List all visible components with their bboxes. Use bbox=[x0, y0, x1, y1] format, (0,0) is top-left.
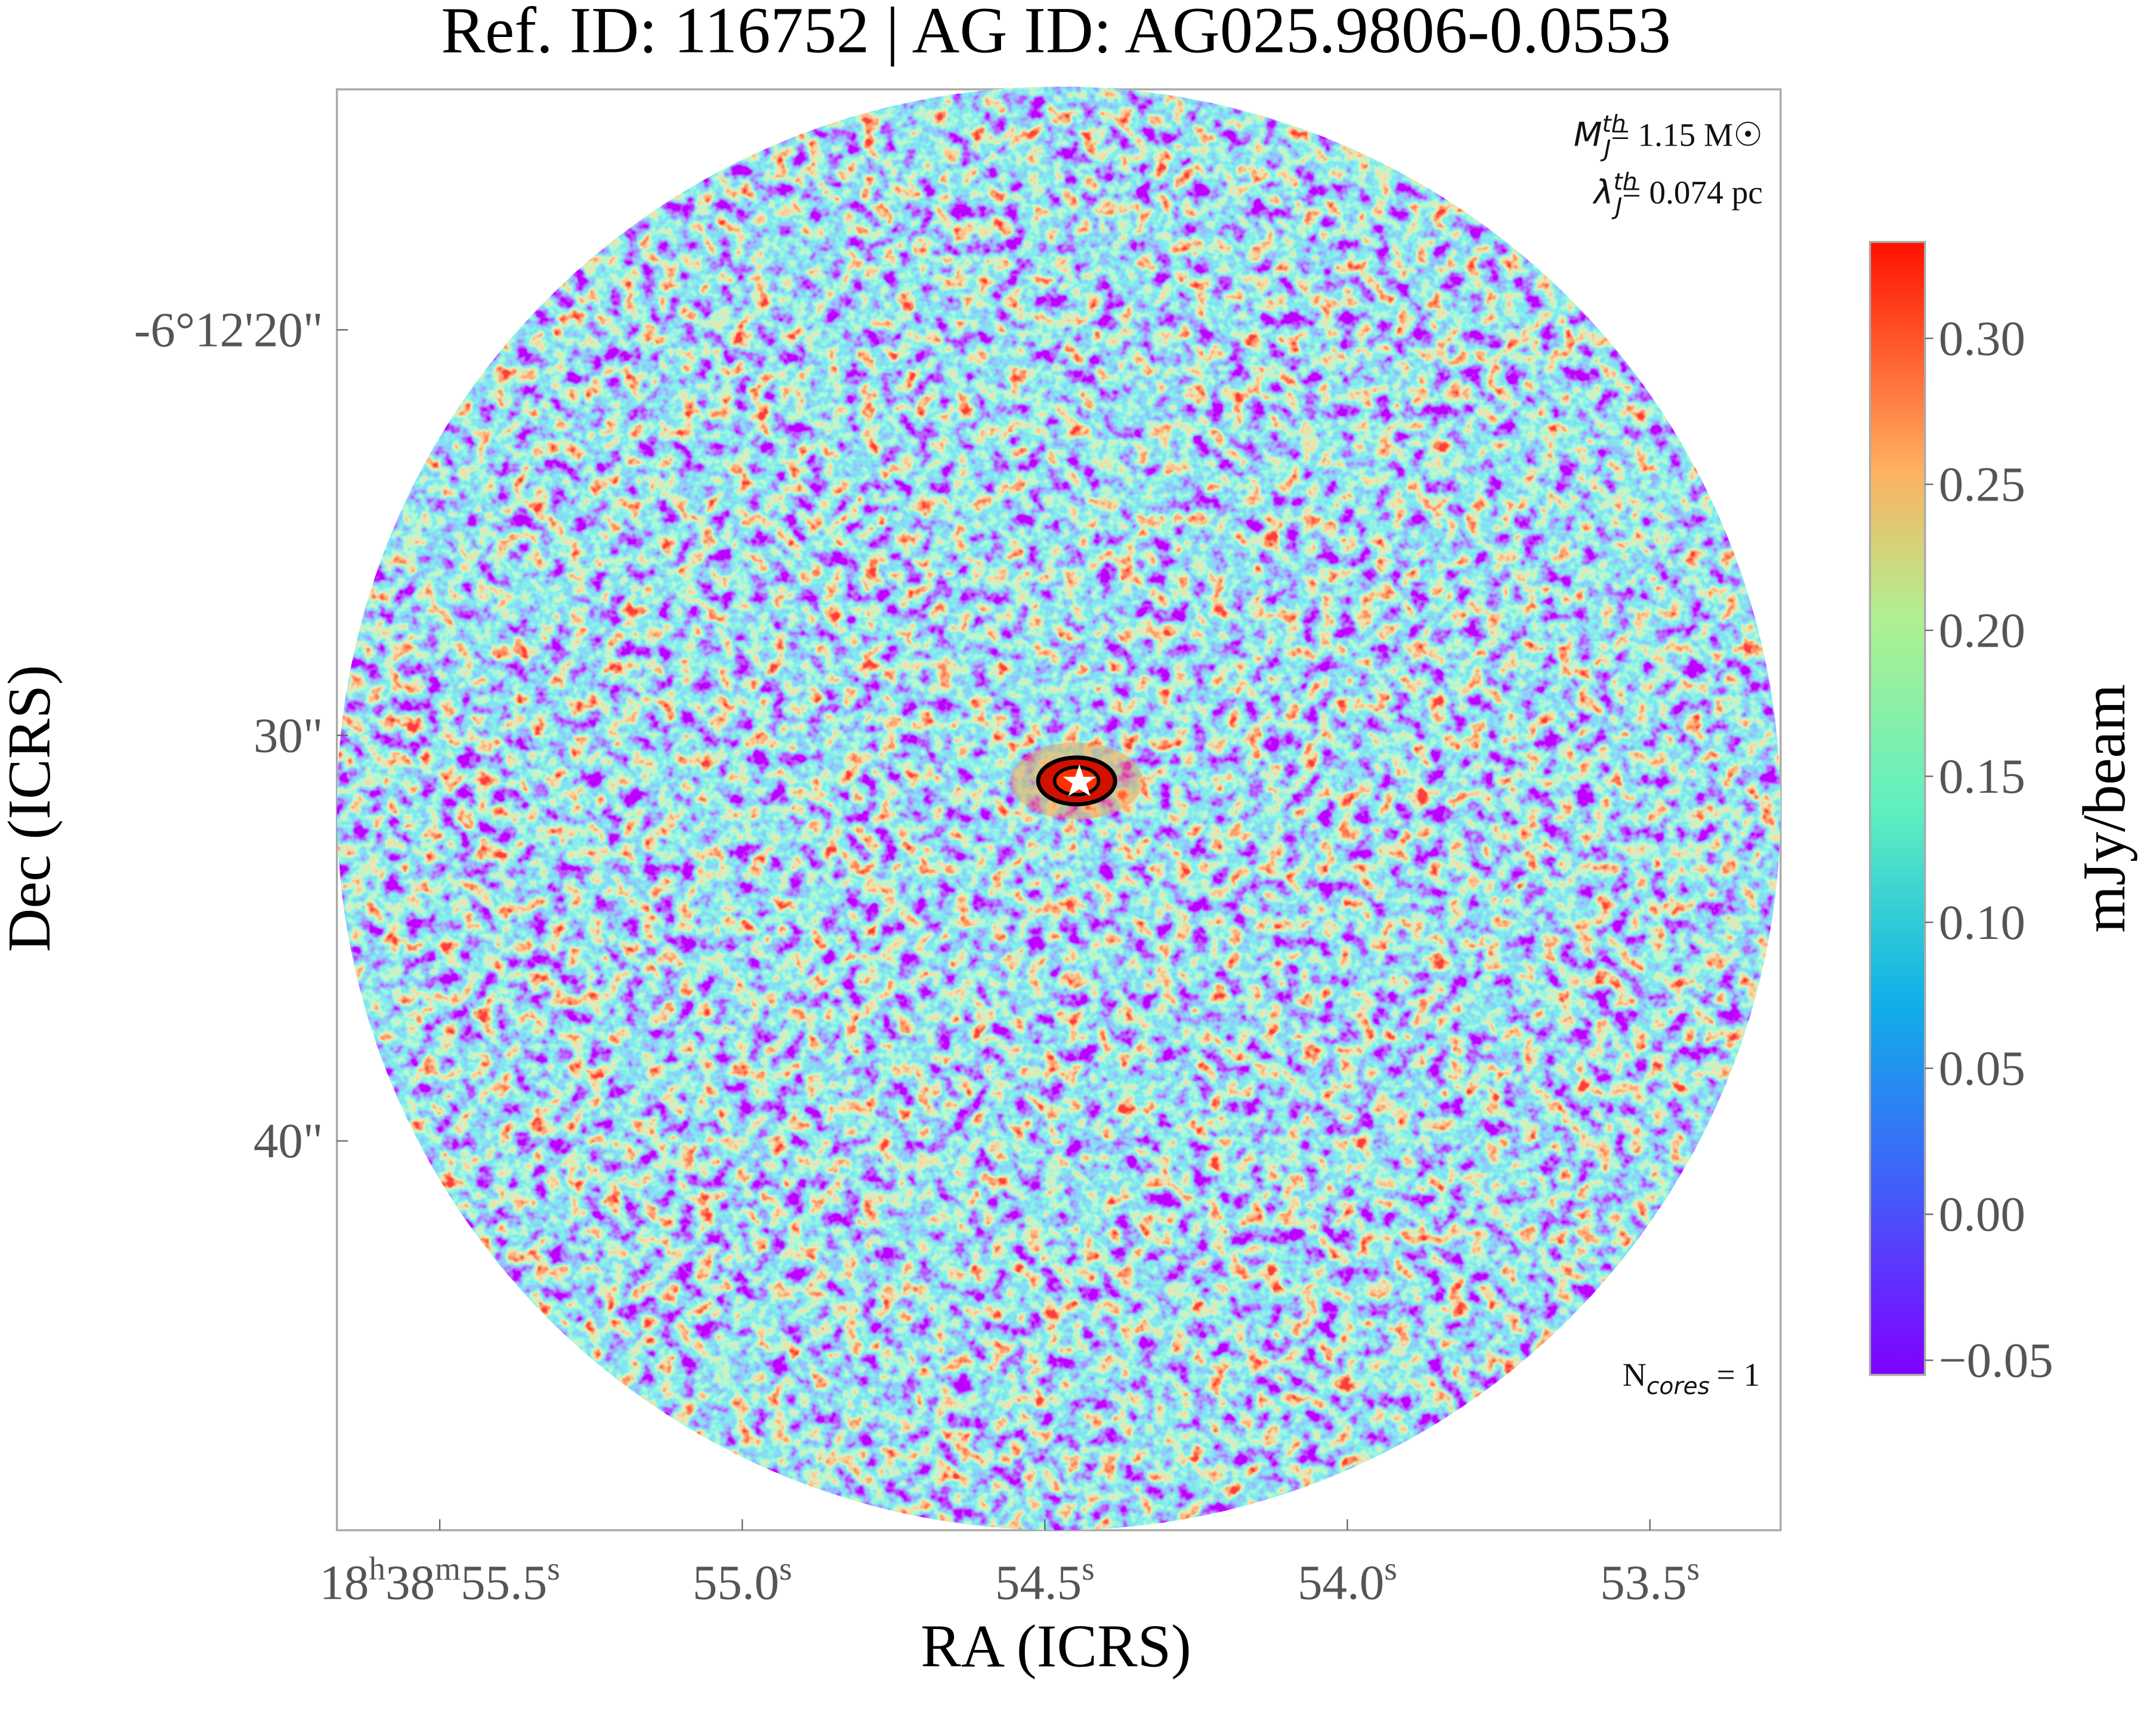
tick-label-part: m bbox=[435, 1550, 461, 1587]
annotation: Mth J= 1.15 M☉ bbox=[1574, 111, 1763, 162]
x-tick-label: 55.0s​ bbox=[693, 1550, 792, 1609]
tick-label-part: . bbox=[1650, 1555, 1662, 1609]
tick-label-part: 8 bbox=[410, 1555, 435, 1609]
tick-label-part: 5 bbox=[461, 1555, 485, 1609]
tick-label-part: . bbox=[1045, 1555, 1057, 1609]
tick-label-part: . bbox=[1347, 1555, 1360, 1609]
tick-label-part: s bbox=[1687, 1550, 1700, 1587]
y-tick-label: 40" bbox=[254, 1113, 323, 1168]
tick-label-part: 5 bbox=[693, 1555, 717, 1609]
annotation: λth J= 0.074 pc bbox=[1592, 169, 1763, 220]
tick-label-part: 5 bbox=[1662, 1555, 1687, 1609]
tick-label-part: 1 bbox=[319, 1555, 344, 1609]
x-tick-label: 54.5s​ bbox=[995, 1550, 1095, 1609]
annotation-part: = 1 bbox=[1717, 1356, 1760, 1393]
colorbar-tick-label: 0.15 bbox=[1939, 749, 2025, 804]
tick-label-part: 8 bbox=[344, 1555, 369, 1609]
tick-label-part: 3 bbox=[1625, 1555, 1650, 1609]
tick-label-part: 4 bbox=[1020, 1555, 1045, 1609]
x-tick-label: 18h​38m​55.5s​ bbox=[319, 1550, 560, 1609]
annotation: Ncores = 1 bbox=[1623, 1356, 1760, 1400]
tick-label-part: 5 bbox=[1057, 1555, 1082, 1609]
x-tick-label: 54.0s​ bbox=[1298, 1550, 1397, 1609]
annotation-part: λ bbox=[1592, 174, 1614, 212]
y-axis-label: Dec (ICRS) bbox=[0, 665, 63, 952]
annotation-part: th bbox=[1602, 111, 1626, 138]
tick-label-part: 5 bbox=[486, 1555, 510, 1609]
x-axis-label: RA (ICRS) bbox=[921, 1612, 1191, 1679]
tick-label-part: 0 bbox=[1360, 1555, 1384, 1609]
tick-label-part: s bbox=[547, 1550, 560, 1587]
annotation-part: N bbox=[1623, 1356, 1647, 1393]
annotation-part: th bbox=[1613, 169, 1637, 196]
tick-label-part: . bbox=[742, 1555, 755, 1609]
annotation-part: = 1.15 M☉ bbox=[1611, 116, 1762, 153]
tick-label-part: s bbox=[1384, 1550, 1397, 1587]
tick-label-part: 5 bbox=[523, 1555, 547, 1609]
colorbar-tick-label: 0.00 bbox=[1939, 1186, 2025, 1241]
y-tick-label: -6°12'20" bbox=[134, 302, 323, 357]
tick-label-part: 3 bbox=[385, 1555, 410, 1609]
tick-label-part: . bbox=[510, 1555, 523, 1609]
tick-label-part: 5 bbox=[1298, 1555, 1322, 1609]
intensity-map bbox=[336, 86, 1781, 1531]
tick-label-part: s bbox=[1082, 1550, 1095, 1587]
tick-label-part: 5 bbox=[1600, 1555, 1624, 1609]
x-tick-label: 53.5s​ bbox=[1600, 1550, 1700, 1609]
core-marker bbox=[1062, 764, 1096, 796]
colorbar-tick-label: 0.10 bbox=[1939, 895, 2025, 950]
tick-label-part: 5 bbox=[717, 1555, 742, 1609]
tick-label-part: 0 bbox=[755, 1555, 779, 1609]
map-image bbox=[336, 86, 1781, 1531]
annotation-part: cores bbox=[1647, 1373, 1710, 1400]
tick-label-part: h bbox=[369, 1550, 385, 1587]
colorbar-tick-label: 0.30 bbox=[1939, 311, 2025, 366]
tick-label-part: 4 bbox=[1323, 1555, 1347, 1609]
colorbar-tick-label: 0.05 bbox=[1939, 1041, 2025, 1096]
annotation-part: M bbox=[1574, 116, 1602, 154]
tick-label-part: 5 bbox=[995, 1555, 1020, 1609]
annotation-part: = 0.074 pc bbox=[1622, 174, 1762, 211]
colorbar bbox=[1868, 240, 1926, 1376]
colorbar-tick-label: 0.20 bbox=[1939, 602, 2025, 657]
chart-title: Ref. ID: 116752 | AG ID: AG025.9806-0.05… bbox=[441, 0, 1670, 67]
colorbar-tick-label: 0.25 bbox=[1939, 457, 2025, 512]
y-tick-label: 30" bbox=[254, 707, 323, 762]
tick-label-part: s bbox=[779, 1550, 792, 1587]
colorbar-tick-label: −0.05 bbox=[1939, 1333, 2053, 1388]
colorbar-label: mJy/beam bbox=[2071, 684, 2138, 933]
